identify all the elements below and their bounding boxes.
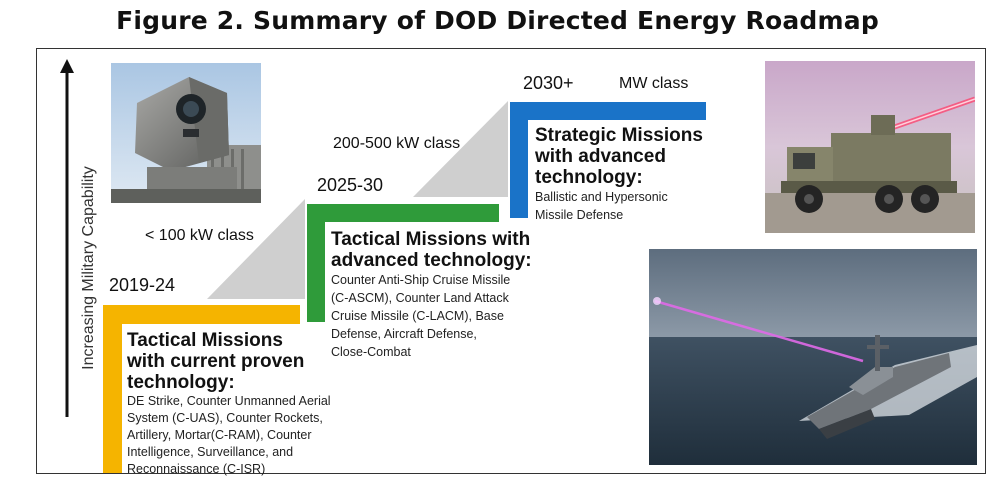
- stage-1-power-class: < 100 kW class: [145, 227, 254, 244]
- stage-3-bar-horizontal: [510, 102, 706, 120]
- stage-1-bar-horizontal: [103, 305, 300, 324]
- growth-wedges: [207, 101, 508, 299]
- stage-1-bar-vertical: [103, 305, 122, 473]
- stage-1-heading: Tactical Missions with current proven te…: [127, 330, 305, 393]
- axis-arrow-icon: [60, 59, 74, 417]
- stage-3-heading: Strategic Missions with advanced technol…: [535, 125, 703, 188]
- stage-3-power-class: MW class: [619, 75, 689, 92]
- stage-3-period: 2030+: [523, 73, 574, 93]
- stage-1-description: DE Strike, Counter Unmanned Aerial Syste…: [127, 394, 331, 476]
- stage-1-period: 2019-24: [109, 275, 176, 295]
- stage-3-bar-vertical: [510, 102, 528, 218]
- stage-2-bar-vertical: [307, 204, 325, 322]
- laser-truck-photo: [765, 61, 975, 233]
- figure-title: Figure 2. Summary of DOD Directed Energy…: [116, 6, 879, 35]
- stage-2-power-class: 200-500 kW class: [333, 135, 461, 152]
- stage-2-description: Counter Anti-Ship Cruise Missile (C-ASCM…: [331, 273, 511, 359]
- roadmap-diagram: Increasing Military Capability 2019-24 <…: [36, 48, 986, 476]
- wedge-stage-2: [413, 101, 508, 197]
- stage-2-period: 2025-30: [317, 175, 384, 195]
- stage-3-description: Ballistic and Hypersonic Missile Defense: [535, 190, 668, 222]
- laser-warship-photo: [649, 249, 977, 465]
- laser-turret-photo: [111, 63, 261, 203]
- stage-2-bar-horizontal: [307, 204, 499, 222]
- wedge-stage-1: [207, 199, 305, 299]
- stage-2-heading: Tactical Missions with advanced technolo…: [331, 229, 532, 271]
